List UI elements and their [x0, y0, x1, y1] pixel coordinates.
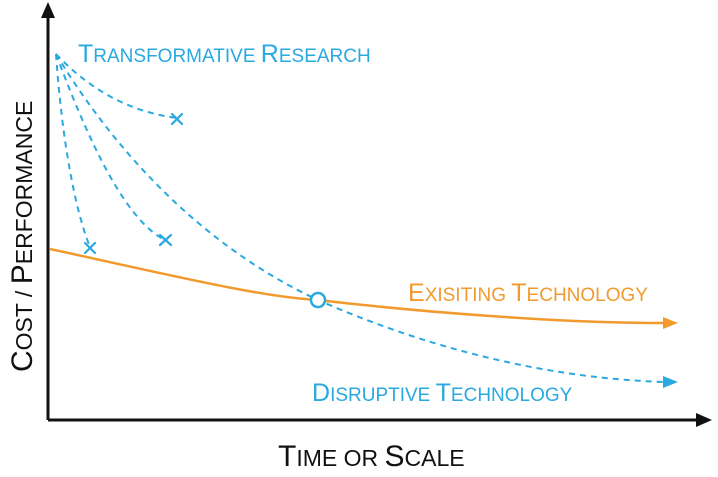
x-marker-icon: [83, 241, 97, 255]
crossover-point-circle-icon: [309, 291, 327, 309]
axes: [41, 2, 712, 427]
transformative-research-label: TRANSFORMATIVE RESEARCH: [78, 40, 371, 68]
existing-technology-arrow-icon: [663, 317, 678, 329]
y-axis-arrow-icon: [41, 2, 55, 18]
x-marker-icon: [158, 233, 173, 247]
research-curves: [55, 53, 665, 383]
research-path-3: [55, 53, 178, 119]
x-axis-label: TIME OR SCALE: [278, 440, 465, 473]
disruptive-technology-path: [55, 53, 665, 383]
research-path-1: [55, 53, 91, 248]
y-axis-label: COST / PERFORMANCE: [6, 101, 39, 372]
research-path-2: [55, 53, 166, 241]
x-marker-icon: [170, 112, 184, 126]
existing-technology-label: EXISITING TECHNOLOGY: [408, 279, 648, 307]
disruptive-technology-label: DISRUPTIVE TECHNOLOGY: [312, 379, 573, 407]
disruptive-technology-arrow-icon: [663, 376, 678, 388]
x-axis-arrow-icon: [696, 413, 712, 427]
failed-path-markers: [83, 112, 184, 255]
